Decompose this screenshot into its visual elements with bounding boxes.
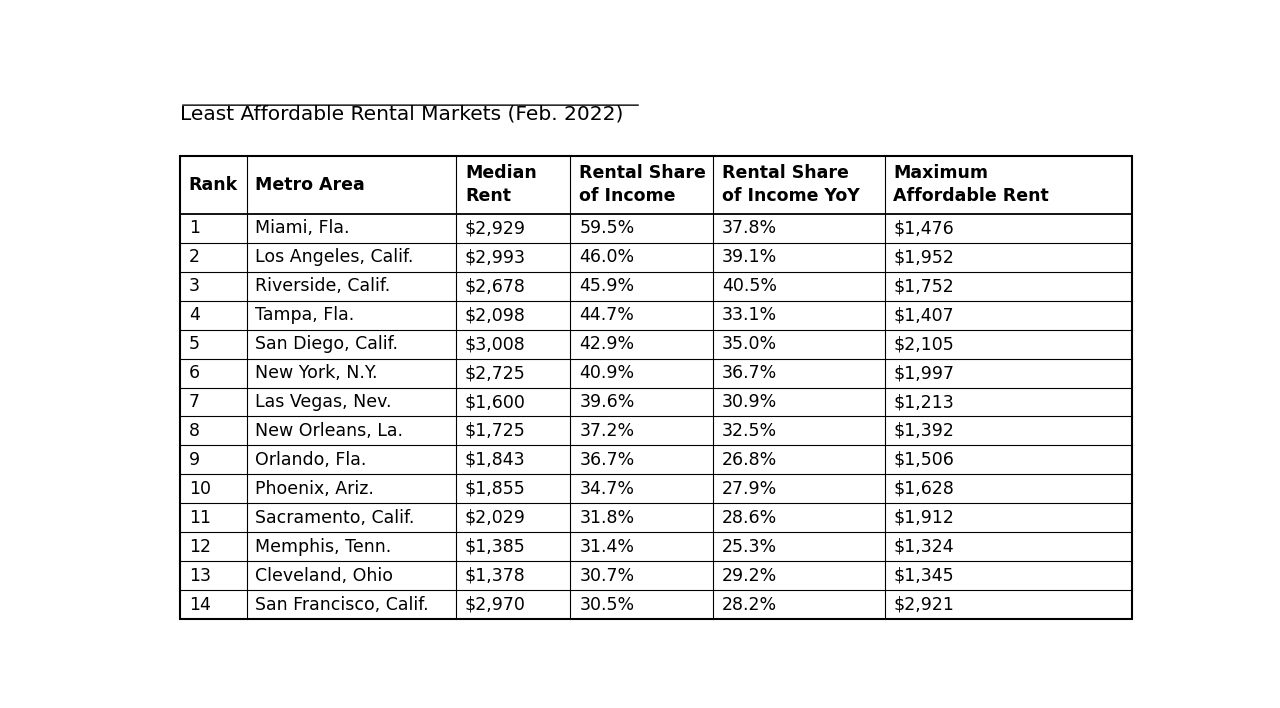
Text: 42.9%: 42.9%: [580, 335, 635, 353]
Text: 31.4%: 31.4%: [580, 538, 634, 556]
Text: $1,392: $1,392: [893, 422, 955, 440]
Text: $2,105: $2,105: [893, 335, 954, 353]
Text: 31.8%: 31.8%: [580, 509, 635, 527]
Text: 39.6%: 39.6%: [580, 393, 635, 411]
Text: Median
Rent: Median Rent: [465, 164, 536, 205]
Text: $1,506: $1,506: [893, 451, 955, 469]
Text: 28.6%: 28.6%: [722, 509, 777, 527]
Text: 30.7%: 30.7%: [580, 567, 635, 585]
Text: Orlando, Fla.: Orlando, Fla.: [256, 451, 367, 469]
Text: $1,600: $1,600: [465, 393, 526, 411]
Text: $2,029: $2,029: [465, 509, 526, 527]
Text: $1,628: $1,628: [893, 480, 955, 498]
Text: $1,213: $1,213: [893, 393, 954, 411]
Text: Rank: Rank: [188, 176, 238, 194]
Text: New Orleans, La.: New Orleans, La.: [256, 422, 403, 440]
Text: $1,843: $1,843: [465, 451, 526, 469]
Text: 8: 8: [188, 422, 200, 440]
Text: $1,385: $1,385: [465, 538, 526, 556]
Text: $1,997: $1,997: [893, 364, 955, 382]
Text: Rental Share
of Income: Rental Share of Income: [580, 164, 707, 205]
Text: $2,993: $2,993: [465, 249, 526, 266]
Text: 28.2%: 28.2%: [722, 595, 777, 614]
Text: 36.7%: 36.7%: [580, 451, 635, 469]
Text: San Francisco, Calif.: San Francisco, Calif.: [256, 595, 429, 614]
Text: 7: 7: [188, 393, 200, 411]
Text: San Diego, Calif.: San Diego, Calif.: [256, 335, 398, 353]
Text: $2,678: $2,678: [465, 277, 526, 295]
Text: Riverside, Calif.: Riverside, Calif.: [256, 277, 390, 295]
Text: $1,912: $1,912: [893, 509, 955, 527]
Text: $1,952: $1,952: [893, 249, 955, 266]
Text: 40.5%: 40.5%: [722, 277, 777, 295]
Text: 37.8%: 37.8%: [722, 219, 777, 237]
Text: 3: 3: [188, 277, 200, 295]
Text: $1,476: $1,476: [893, 219, 954, 237]
Text: 26.8%: 26.8%: [722, 451, 777, 469]
Text: $1,324: $1,324: [893, 538, 954, 556]
Text: Miami, Fla.: Miami, Fla.: [256, 219, 349, 237]
Text: $2,929: $2,929: [465, 219, 526, 237]
Text: Maximum
Affordable Rent: Maximum Affordable Rent: [893, 164, 1050, 205]
Text: Las Vegas, Nev.: Las Vegas, Nev.: [256, 393, 392, 411]
Text: 29.2%: 29.2%: [722, 567, 777, 585]
Text: Tampa, Fla.: Tampa, Fla.: [256, 306, 355, 324]
Text: 14: 14: [188, 595, 211, 614]
Text: Los Angeles, Calif.: Los Angeles, Calif.: [256, 249, 413, 266]
Text: 44.7%: 44.7%: [580, 306, 634, 324]
Text: 32.5%: 32.5%: [722, 422, 777, 440]
Text: Memphis, Tenn.: Memphis, Tenn.: [256, 538, 392, 556]
Text: 33.1%: 33.1%: [722, 306, 777, 324]
Text: $1,855: $1,855: [465, 480, 526, 498]
Text: 13: 13: [188, 567, 211, 585]
Text: $1,725: $1,725: [465, 422, 526, 440]
Text: 36.7%: 36.7%: [722, 364, 777, 382]
Text: 11: 11: [188, 509, 211, 527]
Text: $1,345: $1,345: [893, 567, 954, 585]
Text: Least Affordable Rental Markets (Feb. 2022): Least Affordable Rental Markets (Feb. 20…: [179, 104, 623, 123]
Text: 5: 5: [188, 335, 200, 353]
Text: 35.0%: 35.0%: [722, 335, 777, 353]
Text: 27.9%: 27.9%: [722, 480, 777, 498]
Text: $2,725: $2,725: [465, 364, 526, 382]
Text: 10: 10: [188, 480, 211, 498]
Text: $2,098: $2,098: [465, 306, 526, 324]
Text: 45.9%: 45.9%: [580, 277, 635, 295]
Text: 46.0%: 46.0%: [580, 249, 635, 266]
Text: 34.7%: 34.7%: [580, 480, 634, 498]
Text: 25.3%: 25.3%: [722, 538, 777, 556]
Text: $1,378: $1,378: [465, 567, 526, 585]
Text: New York, N.Y.: New York, N.Y.: [256, 364, 378, 382]
Text: $3,008: $3,008: [465, 335, 526, 353]
Text: Phoenix, Ariz.: Phoenix, Ariz.: [256, 480, 374, 498]
Text: $1,752: $1,752: [893, 277, 954, 295]
Text: 12: 12: [188, 538, 211, 556]
Text: 6: 6: [188, 364, 200, 382]
Text: Cleveland, Ohio: Cleveland, Ohio: [256, 567, 393, 585]
Text: 39.1%: 39.1%: [722, 249, 777, 266]
Text: 2: 2: [188, 249, 200, 266]
Text: 1: 1: [188, 219, 200, 237]
Text: 9: 9: [188, 451, 200, 469]
Text: 4: 4: [188, 306, 200, 324]
Text: 37.2%: 37.2%: [580, 422, 635, 440]
Text: Sacramento, Calif.: Sacramento, Calif.: [256, 509, 415, 527]
Text: 30.5%: 30.5%: [580, 595, 635, 614]
Text: $2,970: $2,970: [465, 595, 526, 614]
Text: $1,407: $1,407: [893, 306, 954, 324]
Bar: [179, 156, 1132, 620]
Text: 40.9%: 40.9%: [580, 364, 635, 382]
Text: 30.9%: 30.9%: [722, 393, 777, 411]
Text: Metro Area: Metro Area: [256, 176, 365, 194]
Text: $2,921: $2,921: [893, 595, 955, 614]
Text: 59.5%: 59.5%: [580, 219, 635, 237]
Text: Rental Share
of Income YoY: Rental Share of Income YoY: [722, 164, 860, 205]
